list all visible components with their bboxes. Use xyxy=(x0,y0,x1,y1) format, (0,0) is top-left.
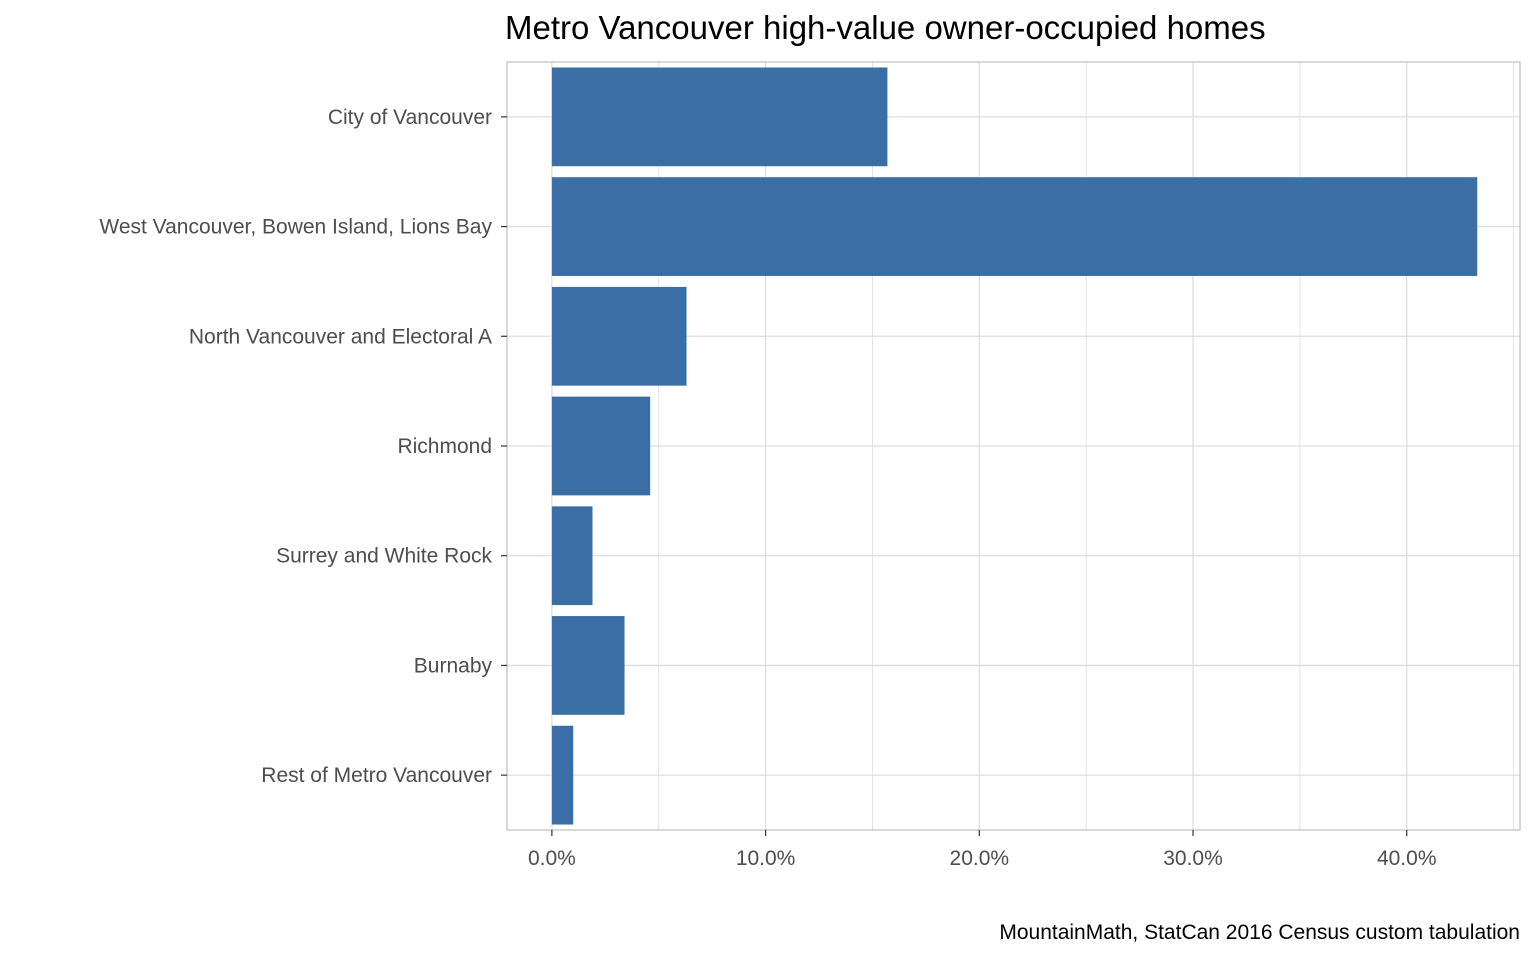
value-axis: 0.0% 10.0% 20.0% 30.0% 40.0% xyxy=(528,830,1437,870)
tick-label: 30.0% xyxy=(1163,847,1223,870)
category-axis: City of Vancouver West Vancouver, Bowen I… xyxy=(99,106,507,787)
category-label: North Vancouver and Electoral A xyxy=(189,325,492,348)
chart-title: Metro Vancouver high-value owner-occupie… xyxy=(505,9,1266,46)
category-label: Surrey and White Rock xyxy=(276,545,492,568)
category-label: Richmond xyxy=(397,435,492,458)
bar xyxy=(551,506,593,606)
bar xyxy=(551,286,687,386)
chart-caption: MountainMath, StatCan 2016 Census custom… xyxy=(999,921,1520,944)
bar xyxy=(551,396,651,496)
bar xyxy=(551,725,574,825)
category-label: City of Vancouver xyxy=(328,106,492,129)
tick-label: 0.0% xyxy=(528,847,576,870)
bars xyxy=(551,67,1478,825)
category-label: West Vancouver, Bowen Island, Lions Bay xyxy=(99,216,492,239)
tick-label: 10.0% xyxy=(736,847,796,870)
bar xyxy=(551,616,625,715)
tick-label: 20.0% xyxy=(950,847,1010,870)
category-label: Rest of Metro Vancouver xyxy=(261,764,492,787)
bar xyxy=(551,67,888,167)
category-label: Burnaby xyxy=(414,654,493,677)
bar xyxy=(551,177,1478,276)
tick-label: 40.0% xyxy=(1377,847,1437,870)
